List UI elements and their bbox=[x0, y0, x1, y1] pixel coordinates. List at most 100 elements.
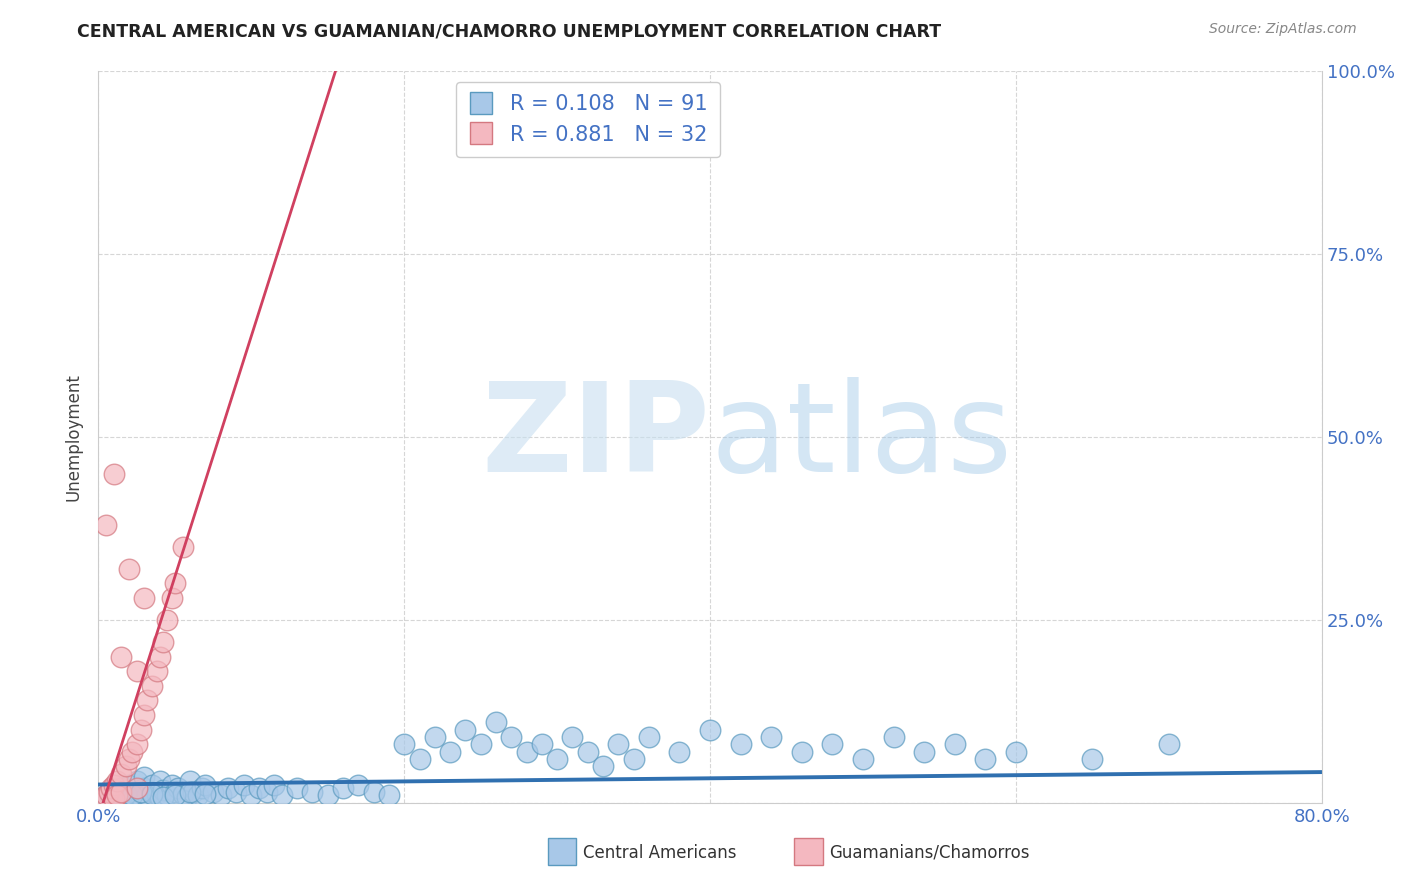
Point bbox=[194, 778, 217, 792]
Point bbox=[423, 730, 446, 744]
Point bbox=[852, 752, 875, 766]
Point bbox=[883, 730, 905, 744]
Point bbox=[141, 787, 163, 801]
Point bbox=[530, 737, 553, 751]
Point bbox=[115, 759, 138, 773]
Point bbox=[263, 778, 285, 792]
Point bbox=[129, 789, 152, 804]
Point bbox=[470, 737, 492, 751]
Point bbox=[912, 745, 935, 759]
Point bbox=[240, 789, 263, 803]
Point bbox=[156, 613, 179, 627]
Point bbox=[561, 730, 583, 744]
Point bbox=[94, 517, 117, 532]
Point bbox=[121, 789, 143, 803]
Point bbox=[125, 737, 148, 751]
Point bbox=[821, 737, 844, 751]
Point bbox=[103, 792, 125, 806]
Point bbox=[256, 785, 278, 799]
Point bbox=[247, 781, 270, 796]
Point bbox=[141, 785, 163, 799]
Point bbox=[134, 781, 156, 796]
Point bbox=[209, 789, 232, 803]
Point bbox=[363, 785, 385, 799]
Point bbox=[974, 752, 997, 766]
Point bbox=[100, 789, 122, 804]
Point bbox=[118, 789, 141, 804]
Point bbox=[191, 781, 214, 796]
Point bbox=[125, 787, 148, 801]
Point bbox=[546, 752, 568, 766]
Point bbox=[134, 591, 156, 605]
Y-axis label: Unemployment: Unemployment bbox=[65, 373, 83, 501]
Point bbox=[217, 781, 239, 796]
Point bbox=[1081, 752, 1104, 766]
Point bbox=[172, 787, 194, 801]
Point bbox=[145, 787, 167, 801]
Point bbox=[576, 745, 599, 759]
Point bbox=[103, 778, 125, 792]
Point bbox=[187, 789, 209, 803]
Point bbox=[134, 708, 156, 723]
Point bbox=[115, 789, 138, 803]
Text: ZIP: ZIP bbox=[481, 376, 710, 498]
Point bbox=[270, 789, 292, 803]
Point bbox=[623, 752, 645, 766]
Text: Central Americans: Central Americans bbox=[583, 844, 737, 862]
Point bbox=[105, 773, 128, 788]
Legend: R = 0.108   N = 91, R = 0.881   N = 32: R = 0.108 N = 91, R = 0.881 N = 32 bbox=[456, 82, 720, 157]
Point bbox=[167, 781, 190, 796]
Point bbox=[118, 752, 141, 766]
Point bbox=[91, 792, 114, 806]
Point bbox=[163, 789, 186, 803]
Point bbox=[156, 789, 179, 803]
Point bbox=[141, 778, 163, 792]
Text: CENTRAL AMERICAN VS GUAMANIAN/CHAMORRO UNEMPLOYMENT CORRELATION CHART: CENTRAL AMERICAN VS GUAMANIAN/CHAMORRO U… bbox=[77, 22, 942, 40]
Point bbox=[181, 785, 204, 799]
Point bbox=[516, 745, 538, 759]
Point bbox=[163, 576, 186, 591]
Point bbox=[607, 737, 630, 751]
Point bbox=[118, 562, 141, 576]
Point bbox=[347, 778, 370, 792]
Point bbox=[232, 778, 254, 792]
Point bbox=[790, 745, 813, 759]
Point bbox=[118, 778, 141, 792]
Point bbox=[378, 789, 401, 803]
Point bbox=[110, 781, 132, 796]
Point bbox=[149, 773, 172, 788]
Point bbox=[103, 467, 125, 481]
Point bbox=[501, 730, 523, 744]
Point bbox=[125, 773, 148, 788]
Point bbox=[172, 540, 194, 554]
Point bbox=[110, 649, 132, 664]
Point bbox=[141, 679, 163, 693]
Point bbox=[100, 792, 122, 806]
Point bbox=[285, 781, 308, 796]
Point bbox=[179, 785, 201, 799]
Point bbox=[699, 723, 721, 737]
Point bbox=[105, 789, 128, 803]
Text: Source: ZipAtlas.com: Source: ZipAtlas.com bbox=[1209, 22, 1357, 37]
Point bbox=[637, 730, 661, 744]
Point bbox=[105, 787, 128, 801]
Point bbox=[149, 649, 172, 664]
Point bbox=[115, 787, 138, 801]
Point bbox=[110, 792, 132, 806]
Point bbox=[136, 693, 159, 707]
Point bbox=[163, 785, 186, 799]
Point bbox=[129, 723, 152, 737]
Point bbox=[103, 785, 125, 799]
Point bbox=[730, 737, 752, 751]
Point bbox=[1004, 745, 1026, 759]
Point bbox=[301, 785, 323, 799]
Point bbox=[110, 766, 132, 780]
Point bbox=[408, 752, 430, 766]
Point bbox=[121, 785, 143, 799]
Point bbox=[160, 778, 183, 792]
Point bbox=[125, 781, 148, 796]
Point bbox=[592, 759, 614, 773]
Point bbox=[202, 785, 225, 799]
Point bbox=[134, 770, 156, 784]
Point bbox=[129, 785, 152, 799]
